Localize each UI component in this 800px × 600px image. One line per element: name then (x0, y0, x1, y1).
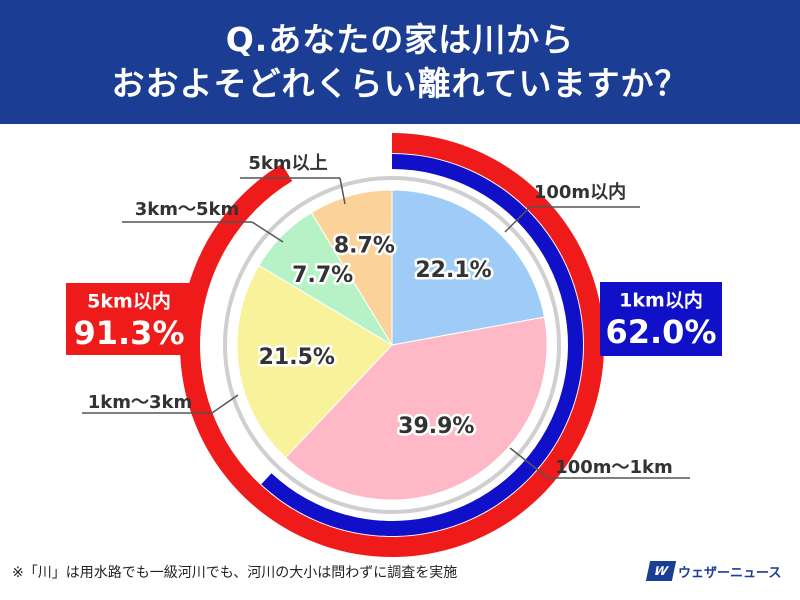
pie-value-label: 21.5% (259, 345, 335, 370)
footnote: ※「川」は用水路でも一級河川でも、河川の大小は問わずに調査を実施 (12, 565, 458, 581)
pie-slice (391, 189, 546, 346)
weathernews-logo: W ウェザーニュース (645, 556, 782, 586)
callout-leader (504, 206, 531, 233)
question-line-2: おおよそどれくらい離れていますか？ (111, 64, 689, 103)
pie-value-label: 39.9% (398, 414, 474, 439)
pie-slice (284, 316, 548, 501)
weathernews-mark-icon: W (645, 561, 677, 581)
group-5km-value: 91.3% (73, 314, 184, 352)
category-label: 1km～3km (88, 392, 193, 413)
question-line-1: Q.あなたの家は川から (225, 20, 575, 59)
category-label: 5km以上 (248, 153, 327, 174)
group-1km-box (600, 282, 722, 356)
group-5km-label: 5km以内 (87, 290, 171, 313)
question-header: Q.あなたの家は川から おおよそどれくらい離れていますか？ (0, 0, 800, 124)
pie-slice (236, 264, 393, 459)
pie-shadow-ring (223, 176, 561, 514)
group-1km-value: 62.0% (605, 313, 716, 351)
callout-leader (251, 221, 284, 243)
category-label: 100m～1km (555, 457, 673, 478)
group-5km-box (66, 283, 192, 355)
brand-name: ウェザーニュース (678, 565, 782, 581)
pie-value-label: 8.7% (334, 234, 395, 259)
pie-value-label: 7.7% (292, 263, 353, 288)
pie-value-label: 22.1% (415, 258, 491, 283)
pie-slice (310, 189, 393, 347)
callout-leader (211, 394, 239, 414)
category-label: 100m以内 (534, 181, 626, 203)
callout-leader (339, 177, 346, 205)
group-1km-label: 1km以内 (619, 289, 703, 312)
category-label: 3km～5km (135, 199, 240, 220)
callout-leader (509, 447, 549, 479)
group-ring-1km (261, 154, 583, 536)
